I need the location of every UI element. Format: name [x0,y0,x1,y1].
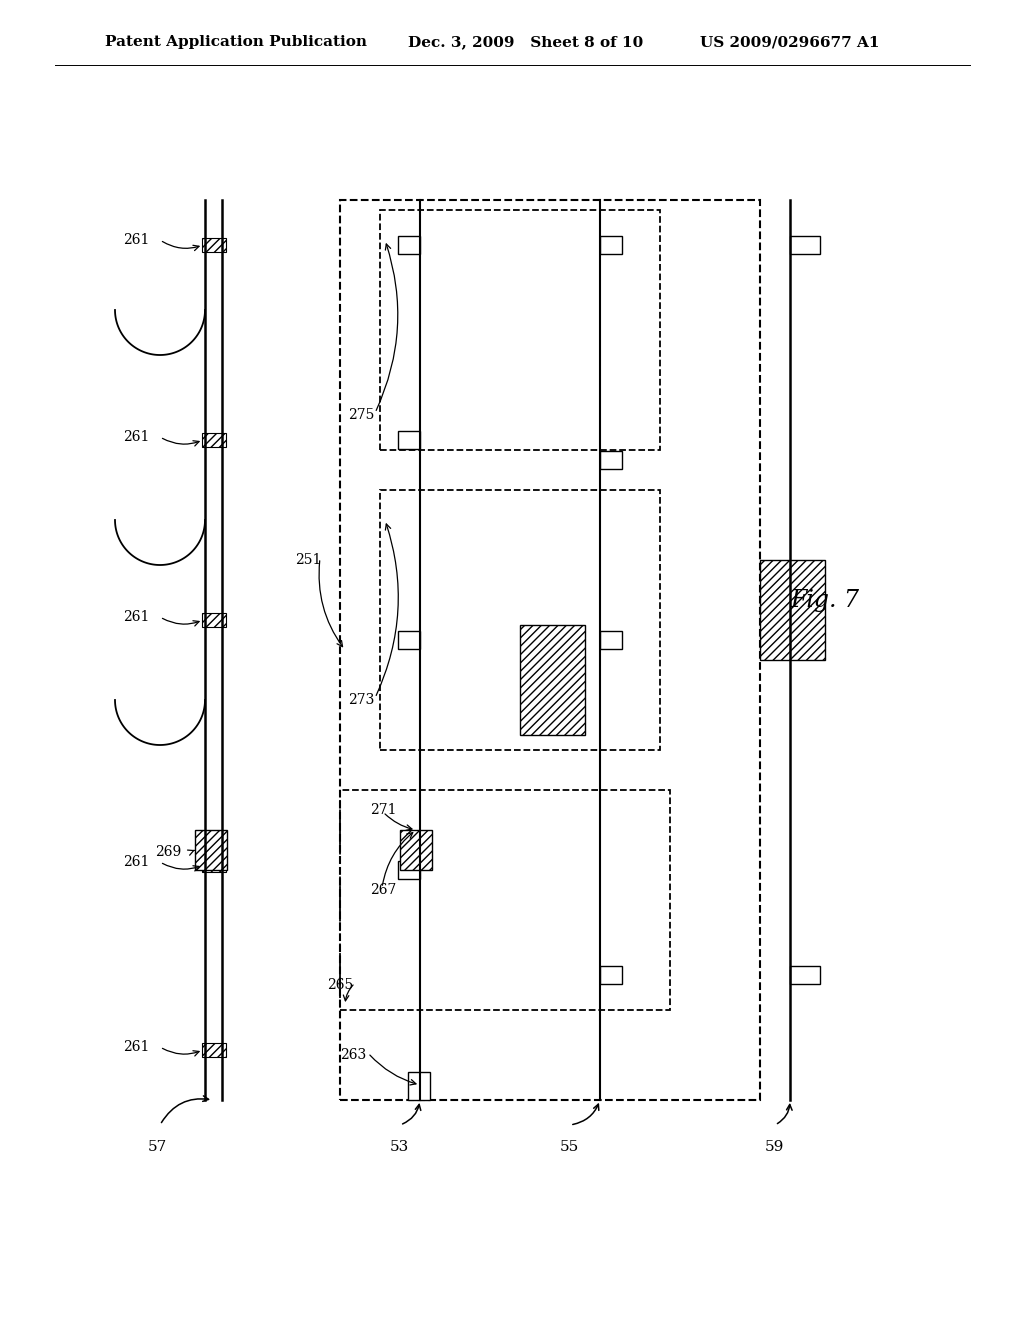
Text: 269: 269 [155,845,181,859]
Bar [195,830,227,870]
Text: 267: 267 [370,883,396,898]
Bar [600,451,622,469]
Text: 261: 261 [123,1040,150,1053]
Text: 265: 265 [327,978,353,993]
Bar [202,1043,226,1057]
Text: 59: 59 [765,1140,784,1154]
Bar [380,210,660,450]
Text: 275: 275 [348,408,375,422]
Text: 261: 261 [123,855,150,869]
Bar [398,236,420,253]
Bar [600,631,622,649]
Text: 261: 261 [123,234,150,247]
Bar [380,490,660,750]
Text: 251: 251 [295,553,322,568]
Bar [790,966,820,983]
Text: 273: 273 [348,693,375,708]
Text: 261: 261 [123,430,150,444]
Text: Dec. 3, 2009   Sheet 8 of 10: Dec. 3, 2009 Sheet 8 of 10 [408,36,643,49]
Text: 57: 57 [148,1140,167,1154]
Bar [398,432,420,449]
Text: 55: 55 [560,1140,580,1154]
Bar [600,236,622,253]
Bar [408,1072,430,1100]
Text: 261: 261 [123,610,150,624]
Bar [202,612,226,627]
Text: 271: 271 [370,803,396,817]
Bar [202,433,226,447]
Bar [202,858,226,873]
Text: 263: 263 [340,1048,367,1063]
Text: Patent Application Publication: Patent Application Publication [105,36,367,49]
Text: US 2009/0296677 A1: US 2009/0296677 A1 [700,36,880,49]
Bar [398,631,420,649]
Bar [340,789,670,1010]
Bar [340,201,760,1100]
Bar [760,560,825,660]
Text: Fig. 7: Fig. 7 [790,589,859,611]
Bar [520,624,585,735]
Bar [398,861,420,879]
Bar [400,830,432,870]
Bar [202,238,226,252]
Text: 53: 53 [390,1140,410,1154]
Bar [600,966,622,983]
Bar [790,236,820,253]
